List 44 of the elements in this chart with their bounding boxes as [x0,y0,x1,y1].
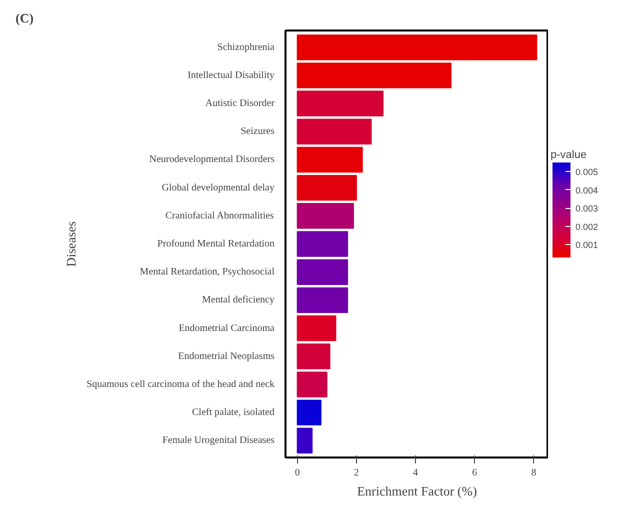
bar [296,372,328,398]
bar [296,174,357,201]
y-tick-label: Endometrial Neoplasms [178,350,275,362]
color-bar-label: 0.002 [576,222,598,232]
y-tick-label: Profound Mental Retardation [157,238,275,250]
x-tick-label: 2 [354,468,359,478]
bar [296,118,372,144]
x-tick-label: 4 [413,468,418,478]
y-tick-label: Seizures [240,126,275,138]
y-tick-label: Neurodevelopmental Disorders [149,154,275,166]
y-tick-label: Mental Retardation, Psychosocial [140,266,275,278]
x-tick-label: 8 [531,468,536,478]
y-tick-label: Schizophrenia [217,42,276,53]
bar [296,62,452,88]
bar [296,400,322,426]
x-tick-label: 0 [294,468,300,478]
bar [296,428,313,454]
bar [296,287,348,314]
y-tick-label: Cleft palate, isolated [192,407,275,418]
y-tick-label: Autistic Disorder [205,98,276,110]
y-tick-label: Craniofacial Abnormalities [165,210,274,222]
color-bar-label: 0.005 [576,167,598,178]
text: (C) [16,10,34,26]
bar [296,34,538,60]
color-bar-label: 0.003 [576,204,598,214]
bar [296,344,330,370]
y-tick-label: Female Urogenital Diseases [162,435,275,446]
color-bar-label: 0.004 [576,185,598,196]
bar [296,231,348,257]
y-axis-title: Diseases [64,221,79,267]
color-bar-title: p-value [550,149,587,162]
bar [296,203,354,229]
y-tick-label: Intellectual Disability [188,70,275,81]
bar [296,146,363,173]
y-tick-label: Endometrial Carcinoma [178,322,276,334]
bar [296,90,384,116]
color-bar-label: 0.001 [576,240,598,250]
x-tick-label: 6 [472,468,478,478]
bar [296,259,348,285]
bar [296,315,336,342]
y-tick-label: Mental deficiency [202,294,275,306]
y-tick-label: Squamous cell carcinoma of the head and neck [86,378,274,390]
y-tick-label: Global developmental delay [162,182,275,194]
x-axis-title: Enrichment Factor (%) [357,484,477,498]
